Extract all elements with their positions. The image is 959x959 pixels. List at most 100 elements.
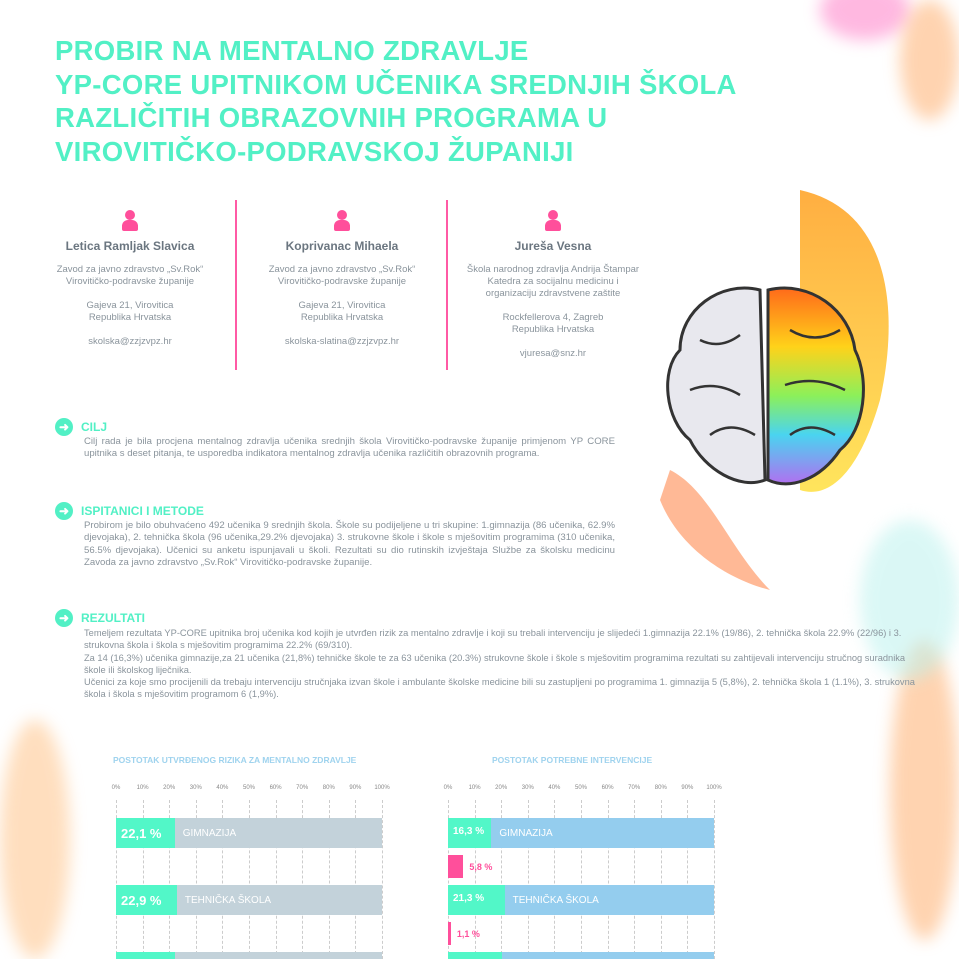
value-label: 22,1 % <box>121 826 162 841</box>
gridline <box>355 800 357 959</box>
author-card: Koprivanac Mihaela Zavod za javno zdravs… <box>237 210 447 360</box>
divider <box>235 200 237 370</box>
person-icon <box>543 210 563 232</box>
arrow-right-icon: ➜ <box>55 418 73 436</box>
tick-label: 30% <box>189 785 202 791</box>
gridline <box>275 800 277 959</box>
gridline <box>554 800 556 959</box>
secondary-value-label: 5,8 % <box>469 862 493 872</box>
chart-title: POSTOTAK POTREBNE INTERVENCIJE <box>492 755 653 765</box>
tick-label: 80% <box>322 785 335 791</box>
category-label: GIMNAZIJA <box>182 828 237 839</box>
author-name: Koprivanac Mihaela <box>285 239 399 253</box>
tick-label: 60% <box>601 785 614 791</box>
gridline <box>474 800 476 959</box>
section-metode: ➜ ISPITANICI I METODE Probirom je bilo ob… <box>55 502 615 569</box>
paint-splash <box>660 470 770 590</box>
tick-label: 40% <box>548 785 561 791</box>
tick-label: 100% <box>706 785 722 791</box>
person-icon <box>332 210 352 232</box>
tick-label: 90% <box>681 785 694 791</box>
brain-illustration <box>660 190 889 590</box>
value-label: 21,3 % <box>453 893 485 904</box>
category-label: TEHNIČKA ŠKOLA <box>184 895 272 906</box>
secondary-value-label: 1,1 % <box>456 929 480 939</box>
title-line: VIROVITIČKO-PODRAVSKOJ ŽUPANIJI <box>55 135 574 167</box>
gridline <box>501 800 503 959</box>
gridline <box>687 800 689 959</box>
affiliation: Zavod za javno zdravstvo „Sv.Rok“ <box>268 264 416 275</box>
gridline <box>195 800 197 959</box>
bar-track <box>448 818 714 848</box>
email: skolska-slatina@zzjzvpz.hr <box>284 336 400 347</box>
author-name: Letica Ramljak Slavica <box>65 239 195 253</box>
bar-value <box>448 818 492 848</box>
tick-label: 20% <box>163 785 176 791</box>
address: Gajeva 21, Virovitica <box>86 300 174 311</box>
gridline <box>116 800 117 959</box>
bar-value <box>116 818 175 848</box>
arrow-right-icon: ➜ <box>55 502 73 520</box>
address: Republika Hrvatska <box>88 312 172 323</box>
divider <box>446 200 448 370</box>
author-card: Letica Ramljak Slavica Zavod za javno zd… <box>25 210 235 360</box>
bar-value <box>448 952 502 959</box>
affiliation: Virovitičko-podravske županije <box>65 276 195 287</box>
gridline <box>142 800 144 959</box>
value-label: 16,3 % <box>453 826 485 837</box>
tick-label: 90% <box>349 785 362 791</box>
person-icon <box>120 210 140 232</box>
address: Gajeva 21, Virovitica <box>298 300 386 311</box>
affiliation: organizaciju zdravstvene zaštite <box>485 288 621 299</box>
gridline <box>382 800 383 959</box>
section-text: Učenici za koje smo procijenili da treba… <box>84 677 915 700</box>
tick-label: 70% <box>296 785 309 791</box>
bar-track <box>116 952 382 959</box>
title-line: YP-CORE UPITNIKOM UČENIKA SREDNJIH ŠKOLA <box>55 68 737 100</box>
category-label: TEHNIČKA ŠKOLA <box>512 895 599 906</box>
email: skolska@zzjzvpz.hr <box>88 336 172 347</box>
gridline <box>448 800 449 959</box>
address: Republika Hrvatska <box>300 312 384 323</box>
affiliation: Zavod za javno zdravstvo „Sv.Rok“ <box>56 264 204 275</box>
section-cilj: ➜ CILJ Cilj rada je bila procjena mentaln… <box>55 418 615 461</box>
bar-value <box>116 952 176 959</box>
gridline <box>249 800 250 959</box>
section-text: Probirom je bilo obuhvaćeno 492 učenika … <box>84 520 615 568</box>
tick-label: 40% <box>216 785 229 791</box>
tick-label: 20% <box>495 785 508 791</box>
address: Rockfellerova 4, Zagreb <box>502 312 604 323</box>
bar-value <box>448 885 505 915</box>
intervention-chart: 0% 10% 20% 30% 40% 50% 60% 70% 80% 90% 100% 16,3 % G… <box>432 780 732 959</box>
tick-label: 10% <box>136 785 149 791</box>
gridline <box>634 800 636 959</box>
affiliation: Škola narodnog zdravlja Andrija Štampar <box>466 264 640 275</box>
section-rezultati: ➜ REZULTATI Temeljem rezultata YP-CORE up… <box>55 609 915 701</box>
bar-secondary <box>448 855 464 878</box>
address: Republika Hrvatska <box>511 324 595 335</box>
gridline <box>169 800 171 959</box>
tick-label: 50% <box>574 785 588 791</box>
gridline <box>302 800 304 959</box>
tick-label: 70% <box>628 785 641 791</box>
section-text: Temeljem rezultata YP-CORE upitnika broj… <box>84 628 902 651</box>
chart-title: POSTOTAK UTVRĐENOG RIZIKA ZA MENTALNO ZD… <box>113 755 357 765</box>
affiliation: Virovitičko-podravske županije <box>277 276 407 287</box>
value-label: 22,9 % <box>121 893 162 908</box>
section-heading: ISPITANICI I METODE <box>81 504 204 518</box>
tick-label: 80% <box>654 785 667 791</box>
title-line: PROBIR NA MENTALNO ZDRAVLJE <box>55 35 529 66</box>
affiliation: Katedra za socijalnu medicinu i <box>487 276 619 287</box>
tick-label: 0% <box>111 785 121 791</box>
section-text: Cilj rada je bila procjena mentalnog zdr… <box>84 436 615 460</box>
tick-label: 100% <box>374 785 390 791</box>
gridline <box>660 800 662 959</box>
gridline <box>581 800 582 959</box>
section-heading: CILJ <box>81 420 108 434</box>
category-label: GIMNAZIJA <box>499 828 553 839</box>
gridline <box>607 800 609 959</box>
risk-chart: 0% 10% 20% 30% 40% 50% 60% 70% 80% 90% 100% 22,1 % G… <box>100 780 400 959</box>
tick-label: 60% <box>269 785 282 791</box>
tick-label: 10% <box>468 785 481 791</box>
tick-label: 30% <box>521 785 534 791</box>
